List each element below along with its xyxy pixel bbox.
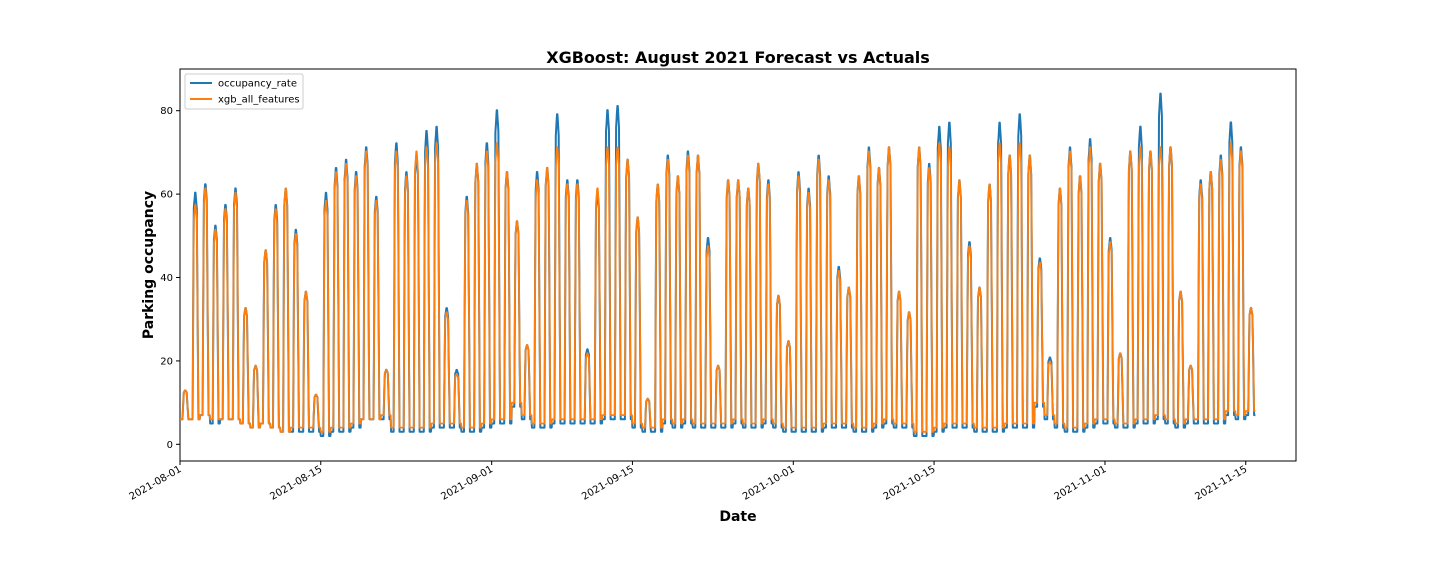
y-tick-label: 20: [160, 356, 173, 367]
plot-frame: [179, 68, 1297, 462]
y-tick-label: 60: [160, 190, 173, 201]
plot-area: 0 20 40 60 80 2021-08-01 2021-08-15 2021-09-01…: [128, 68, 1297, 503]
legend-label-xgb-all-features: xgb_all_features: [218, 95, 300, 106]
x-tick-label: 2021-10-15: [882, 464, 938, 503]
x-tick-label: 2021-09-15: [580, 464, 636, 503]
x-tick-label: 2021-09-01: [439, 464, 495, 503]
legend-label-occupancy-rate: occupancy_rate: [218, 79, 297, 90]
chart-title: XGBoost: August 2021 Forecast vs Actuals: [546, 48, 930, 67]
x-tick-label: 2021-11-15: [1193, 464, 1249, 503]
legend-box: [184, 73, 304, 110]
series-line-xgb-all-features: [179, 142, 1256, 433]
y-tick-label: 80: [160, 106, 173, 117]
x-axis: 2021-08-01 2021-08-15 2021-09-01 2021-09-15…: [128, 461, 1249, 503]
x-axis-label: Date: [719, 509, 756, 525]
y-axis-label: Parking occupancy: [141, 191, 157, 339]
y-axis: 0 20 40 60 80: [160, 106, 180, 451]
y-tick-label: 40: [160, 273, 173, 284]
x-tick-label: 2021-10-01: [741, 464, 797, 503]
series-layer: [179, 92, 1256, 437]
y-tick-label: 0: [167, 440, 173, 451]
x-tick-label: 2021-08-01: [128, 464, 184, 503]
x-tick-label: 2021-08-15: [268, 464, 324, 503]
x-tick-label: 2021-11-01: [1053, 464, 1109, 503]
legend: occupancy_rate xgb_all_features: [184, 73, 304, 110]
